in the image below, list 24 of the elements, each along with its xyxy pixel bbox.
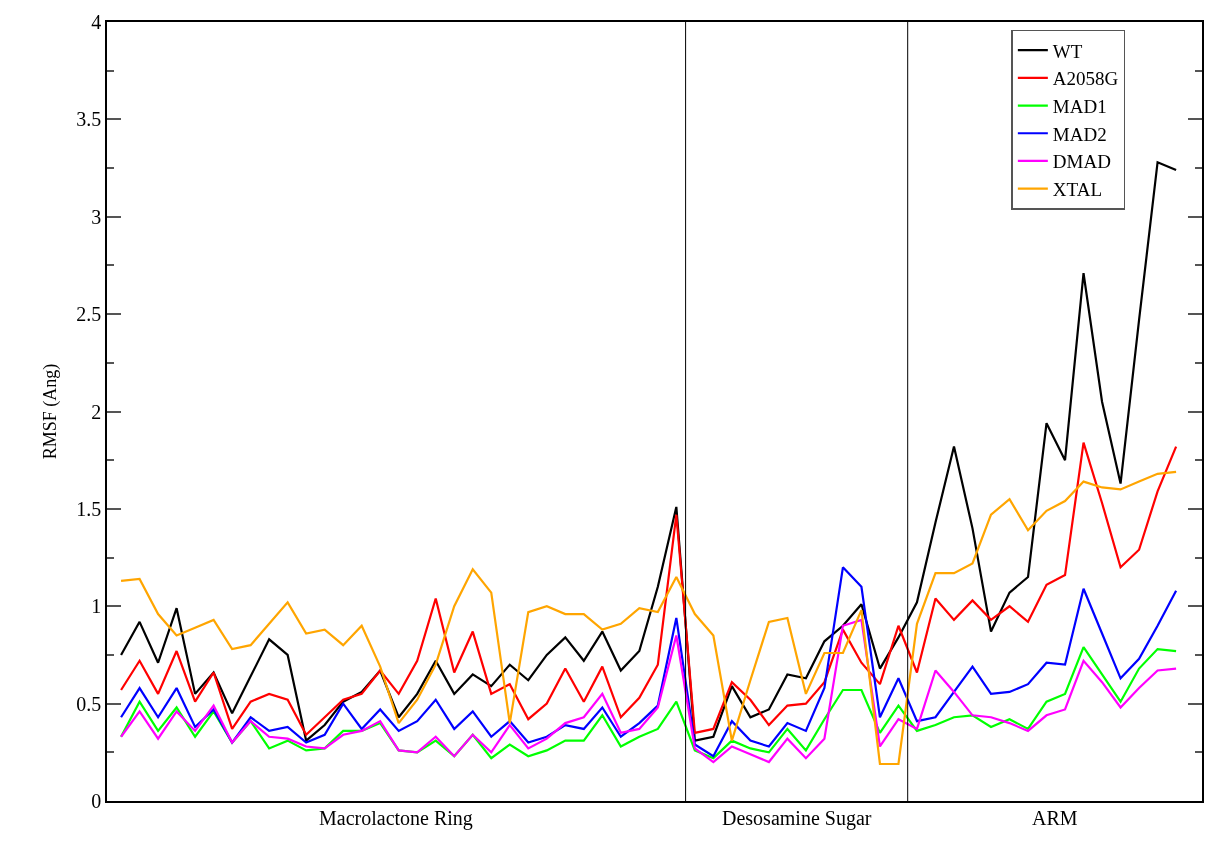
y-tick-label: 3.5 — [76, 108, 102, 131]
text: Macrolactone Ring — [319, 807, 473, 830]
line-series — [119, 441, 1178, 736]
y-tick-label: 4 — [91, 11, 102, 33]
y-tick-label: 1.5 — [76, 497, 102, 520]
y-axis-title: RMSF (Ang) — [39, 363, 61, 460]
legend-label: WT — [1052, 40, 1083, 62]
text: ARM — [1032, 807, 1078, 829]
y-tick-label: 0.5 — [76, 692, 102, 715]
legend-label: A2058G — [1052, 68, 1119, 90]
y-tick-label: 1 — [91, 595, 102, 618]
y-tick-label: 0 — [91, 790, 102, 812]
legend-label: MAD2 — [1052, 123, 1107, 145]
text: Desosamine Sugar — [722, 807, 872, 830]
line-series — [119, 566, 1178, 758]
line-series — [119, 618, 1178, 764]
y-tick-label: 2 — [91, 400, 102, 423]
legend-label: XTAL — [1052, 179, 1102, 201]
legend-label: MAD1 — [1052, 95, 1107, 117]
line-series — [119, 646, 1178, 760]
y-tick-label: 2.5 — [76, 303, 102, 326]
line-series — [119, 470, 1178, 766]
legend-label: DMAD — [1052, 151, 1111, 173]
y-tick-label: 3 — [91, 205, 102, 228]
